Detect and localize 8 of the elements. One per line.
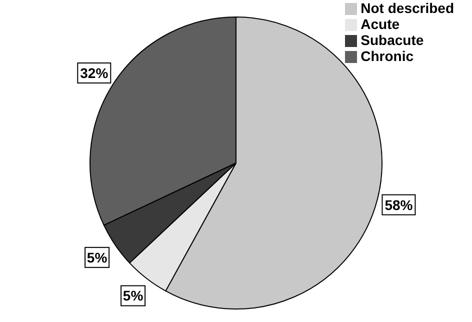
data-label: 5% [86, 249, 108, 266]
legend-label: Chronic [360, 48, 414, 64]
legend-label: Acute [360, 16, 400, 32]
legend-label: Subacute [360, 32, 424, 48]
data-label: 32% [80, 64, 109, 81]
legend-label: Not described [360, 0, 454, 16]
data-label: 58% [384, 196, 414, 213]
data-label: 5% [122, 288, 144, 304]
